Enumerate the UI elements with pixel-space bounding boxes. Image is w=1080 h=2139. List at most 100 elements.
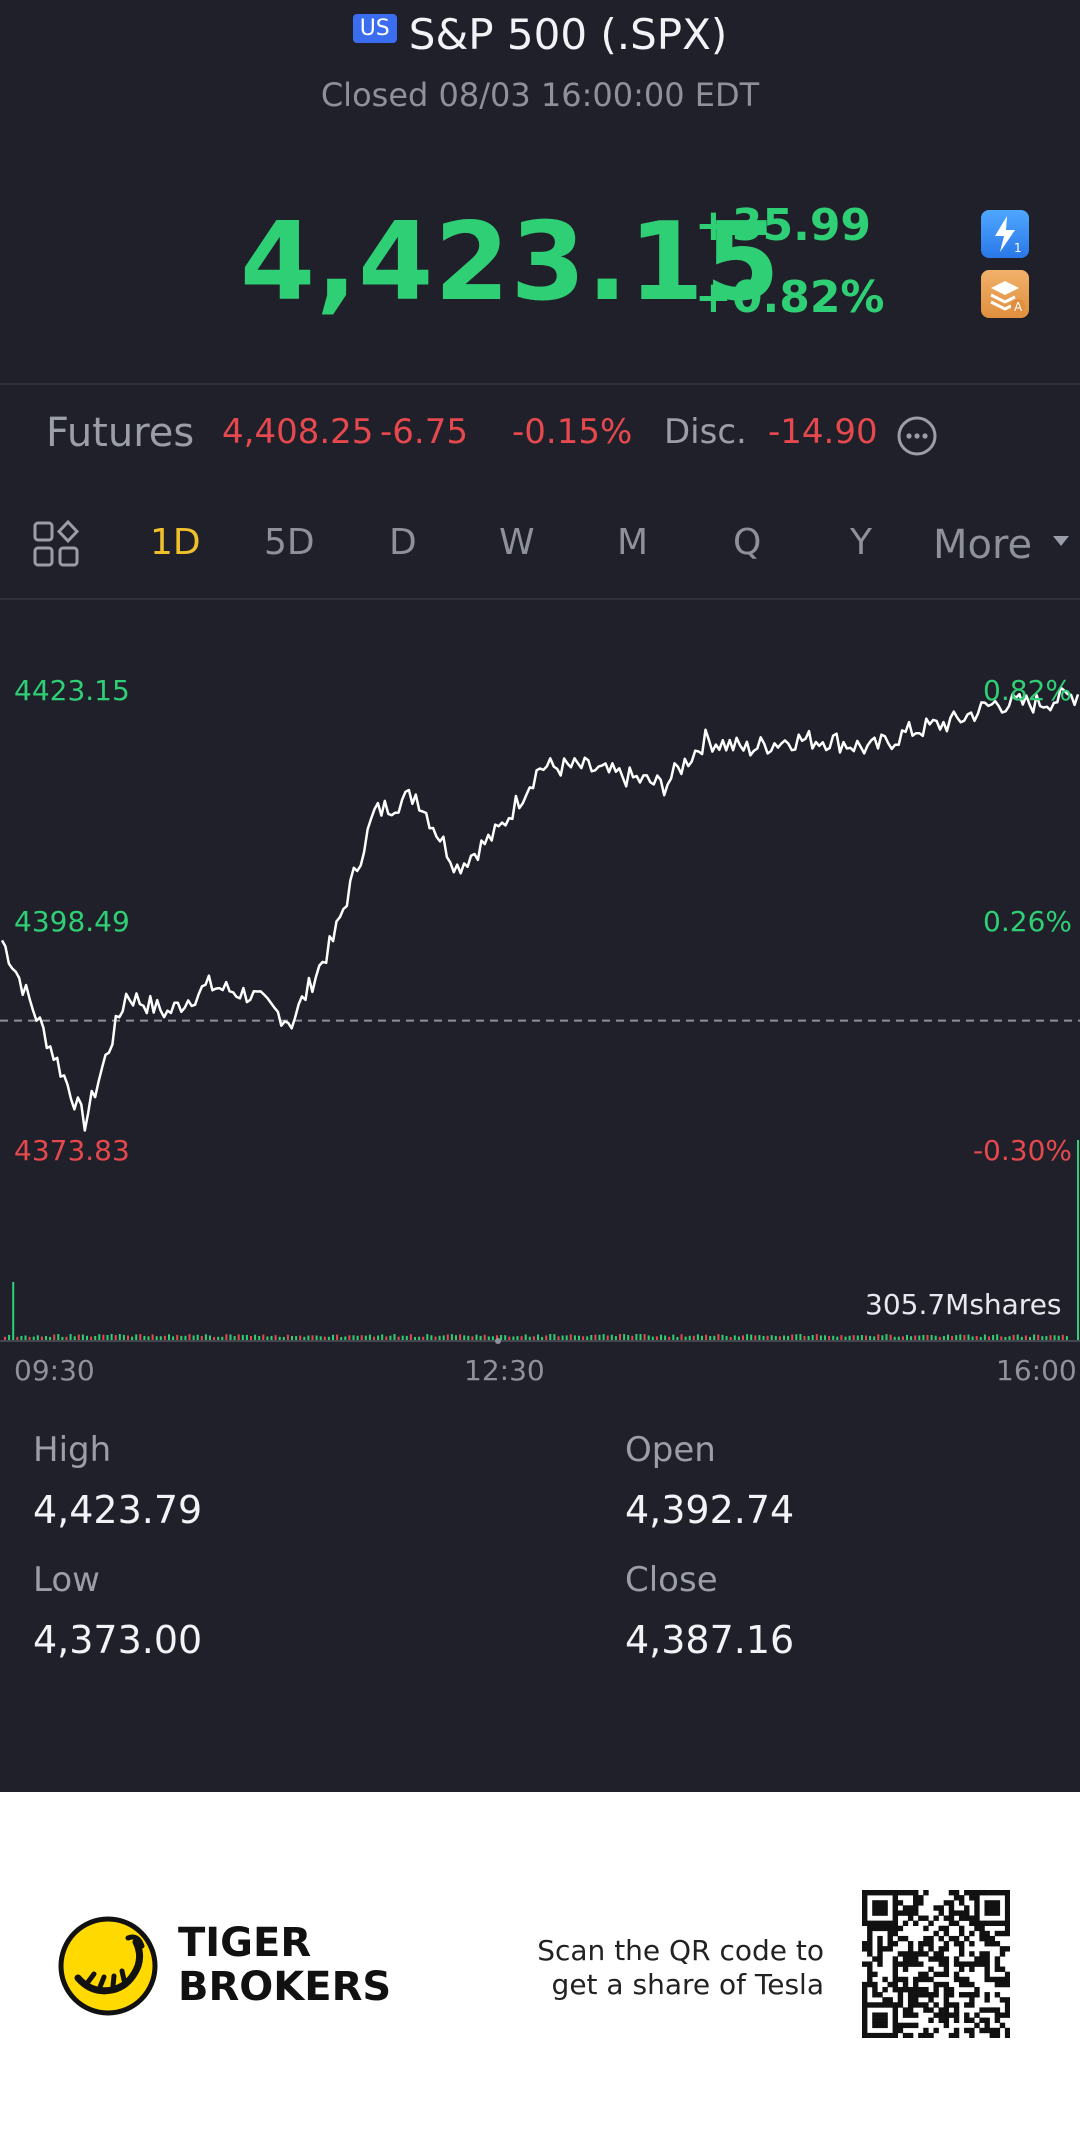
qr-module <box>913 1920 919 1927</box>
volume-bar <box>627 1335 630 1340</box>
qr-module <box>933 1986 939 1993</box>
futures-row[interactable]: Futures 4,408.25 -6.75 -0.15% Disc. -14.… <box>0 410 1080 472</box>
volume-bar <box>213 1337 216 1340</box>
qr-module <box>984 1997 990 2003</box>
volume-bar <box>479 1335 482 1340</box>
qr-module <box>923 1986 929 1993</box>
layout-grid-icon[interactable] <box>32 520 80 568</box>
qr-module <box>1004 1971 1010 1978</box>
qr-module <box>994 2027 1001 2034</box>
volume-bar <box>610 1334 613 1340</box>
qr-module <box>902 1920 909 1927</box>
volume-bar <box>184 1335 187 1340</box>
qr-module <box>872 1910 878 1916</box>
volume-bar <box>323 1336 326 1340</box>
qr-module <box>953 2027 960 2034</box>
qr-module <box>943 1997 950 2003</box>
caret-down-icon[interactable] <box>1052 534 1070 548</box>
qr-module <box>933 1971 939 1978</box>
qr-module <box>882 1890 888 1896</box>
qr-module <box>933 1915 939 1921</box>
volume-bar <box>364 1335 367 1340</box>
tab-y[interactable]: Y <box>850 522 872 563</box>
volume-bar <box>619 1334 621 1340</box>
qr-module <box>872 1971 878 1978</box>
qr-module <box>984 1951 990 1957</box>
layers-icon[interactable]: A <box>981 270 1029 318</box>
tab-more[interactable]: More <box>933 522 1033 568</box>
volume-bar <box>245 1334 248 1340</box>
qr-module <box>938 1981 944 1988</box>
qr-module <box>928 1976 934 1983</box>
qr-module <box>933 2012 939 2018</box>
qr-module <box>953 1941 960 1947</box>
tab-w[interactable]: W <box>499 522 535 563</box>
volume-bar <box>664 1335 667 1340</box>
qr-module <box>938 1951 944 1957</box>
intraday-chart[interactable] <box>0 600 1080 1360</box>
open-value: 4,392.74 <box>625 1488 795 1532</box>
qr-module <box>958 1900 965 1906</box>
qr-module <box>872 1981 878 1988</box>
volume-bar <box>873 1336 876 1340</box>
qr-module <box>1004 1920 1010 1927</box>
tab-q[interactable]: Q <box>733 522 762 563</box>
volume-bar <box>528 1336 531 1340</box>
qr-module <box>999 1997 1006 2003</box>
tab-m[interactable]: M <box>617 522 649 563</box>
flash-icon[interactable]: 1 <box>981 210 1029 258</box>
volume-bar <box>602 1334 605 1340</box>
qr-module <box>928 1946 934 1952</box>
qr-module <box>872 1925 878 1932</box>
qr-module <box>958 1910 965 1916</box>
volume-bar <box>344 1336 347 1340</box>
qr-module <box>923 1925 929 1932</box>
tab-1d[interactable]: 1D <box>150 522 201 563</box>
qr-module <box>887 1920 893 1927</box>
volume-bar <box>327 1336 330 1340</box>
qr-module <box>892 1910 899 1916</box>
volume-bar <box>647 1335 650 1340</box>
volume-bar <box>856 1335 859 1340</box>
qr-module <box>948 1910 955 1916</box>
qr-module <box>862 2027 868 2034</box>
volume-bar <box>86 1335 88 1340</box>
qr-module <box>887 1946 893 1952</box>
volume-bar <box>315 1335 318 1340</box>
qr-module <box>902 2012 909 2018</box>
volume-bar <box>168 1334 170 1340</box>
volume-bar <box>766 1335 769 1340</box>
qr-module <box>882 1920 888 1927</box>
volume-bar <box>176 1334 179 1340</box>
qr-module <box>994 1930 1001 1937</box>
volume-bar <box>1037 1334 1040 1340</box>
qr-module <box>969 1890 975 1896</box>
qr-module <box>969 1997 975 2003</box>
qr-module <box>862 1895 868 1901</box>
qr-module <box>974 1992 980 1998</box>
qr-module <box>902 2007 909 2013</box>
qr-module <box>923 1935 929 1942</box>
volume-bar <box>319 1336 322 1340</box>
volume-bar <box>524 1334 527 1340</box>
tab-d[interactable]: D <box>389 522 417 563</box>
qr-module <box>943 2022 950 2029</box>
qr-module <box>923 1941 929 1947</box>
qr-module <box>989 1905 995 1911</box>
volume-bar <box>865 1335 867 1340</box>
tab-5d[interactable]: 5D <box>264 522 315 563</box>
page-title: S&P 500 (.SPX) <box>408 10 728 59</box>
volume-bar <box>639 1334 642 1340</box>
market-status: Closed 08/03 16:00:00 EDT <box>320 76 760 114</box>
x-label-mid: 12:30 <box>464 1354 545 1387</box>
volume-bar <box>811 1335 814 1340</box>
volume-bar <box>742 1335 744 1340</box>
volume-bar <box>20 1335 23 1340</box>
more-options-icon[interactable] <box>895 414 939 458</box>
qr-module <box>892 2002 899 2008</box>
qr-module <box>907 2012 914 2018</box>
volume-bar <box>676 1337 679 1340</box>
qr-module <box>953 2032 960 2038</box>
qr-module <box>892 1895 899 1901</box>
qr-module <box>958 1925 965 1932</box>
